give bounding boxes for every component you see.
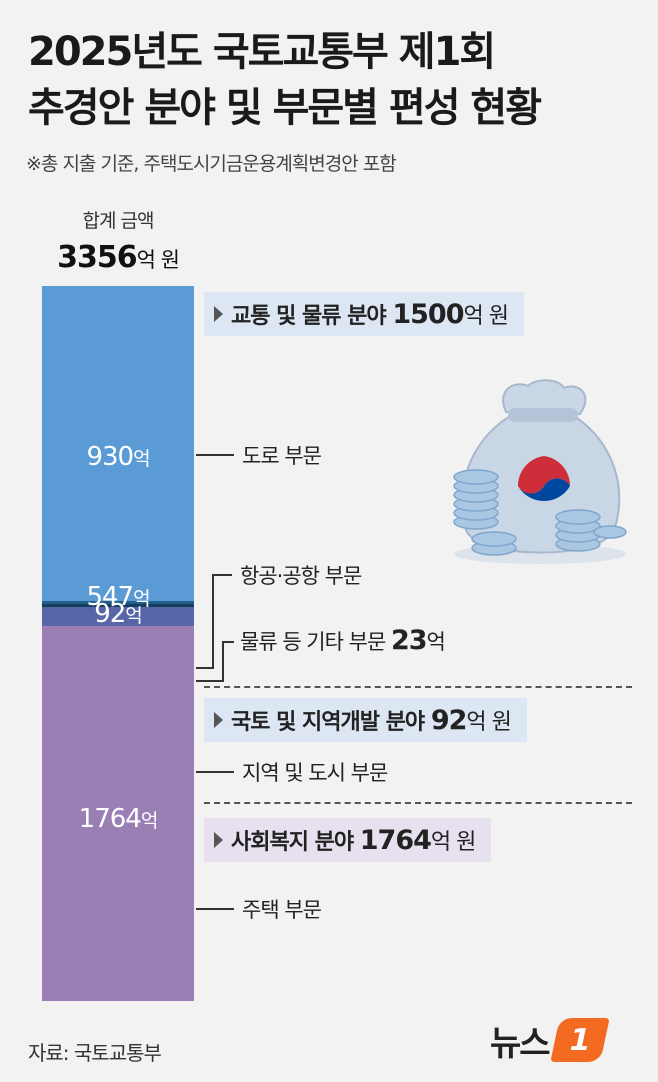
sector-unit: 억 xyxy=(426,630,446,654)
leader-line-aviation-v xyxy=(212,574,214,669)
bar-value-label: 547억 xyxy=(42,582,194,612)
category-unit: 억 원 xyxy=(463,304,508,329)
total-unit: 억 원 xyxy=(136,248,180,272)
category-box-land: 국토 및 지역개발 분야 92억 원 xyxy=(204,698,527,742)
source-note: 자료: 국토교통부 xyxy=(28,1041,162,1065)
category-unit: 억 원 xyxy=(430,830,476,855)
logo-badge: 1 xyxy=(549,1018,610,1062)
leader-line-logistics-h1 xyxy=(196,680,224,682)
title-line-1: 2025년도 국토교통부 제1회 xyxy=(28,29,496,75)
divider-dashed xyxy=(204,802,632,804)
sector-label-road: 도로 부문 xyxy=(242,444,322,468)
category-value: 92 xyxy=(430,705,468,736)
stacked-bar: 930억 547억 92억 1764억 xyxy=(42,286,194,1001)
triangle-bullet-icon xyxy=(214,712,223,728)
category-unit: 억 원 xyxy=(466,710,511,735)
total-label: 합계 금액 xyxy=(82,210,155,232)
category-name: 국토 및 지역개발 분야 xyxy=(231,710,431,735)
leader-line-aviation-h1 xyxy=(196,667,213,669)
bar-segment xyxy=(42,286,194,484)
bar-value-number: 930 xyxy=(86,442,134,473)
bar-value-unit: 억 xyxy=(140,810,159,832)
bar-segment xyxy=(42,601,194,606)
triangle-bullet-icon xyxy=(214,306,223,322)
bar-separator xyxy=(42,604,194,607)
chart-title: 2025년도 국토교통부 제1회 추경안 분야 및 부문별 편성 현황 xyxy=(28,24,638,136)
leader-line-regional xyxy=(196,771,234,773)
sector-label-aviation: 항공·공항 부문 xyxy=(240,564,362,588)
sector-value: 23 xyxy=(390,625,428,656)
bar-value-label: 1764억 xyxy=(42,804,194,834)
triangle-bullet-icon xyxy=(214,832,223,848)
category-name: 교통 및 물류 분야 xyxy=(231,304,393,329)
leader-line-logistics-v xyxy=(222,641,224,682)
money-bag-coins-icon xyxy=(453,379,627,564)
bar-value-unit: 억 xyxy=(133,448,151,471)
bar-value-number: 1764 xyxy=(78,804,142,834)
total-value: 3356억 원 xyxy=(42,240,194,275)
category-name: 사회복지 분야 xyxy=(231,830,360,855)
bar-value-number: 547 xyxy=(86,582,134,612)
logo-text: 뉴스 xyxy=(490,1023,551,1064)
sector-label-regional: 지역 및 도시 부문 xyxy=(242,761,388,785)
footnote: ※총 지출 기준, 주택도시기금운용계획변경안 포함 xyxy=(26,153,397,175)
leader-line-housing xyxy=(196,908,234,910)
bar-segment xyxy=(42,626,194,1001)
bar-value-unit: 억 xyxy=(125,605,143,627)
category-box-transport: 교통 및 물류 분야 1500억 원 xyxy=(204,292,524,336)
category-value: 1500 xyxy=(392,299,464,330)
bar-value-label: 92억 xyxy=(42,599,194,629)
leader-line-logistics-h2 xyxy=(222,641,234,643)
title-line-2: 추경안 분야 및 부문별 편성 현황 xyxy=(28,85,542,131)
divider-dashed xyxy=(204,686,632,688)
bar-value-number: 92 xyxy=(94,599,126,629)
sector-label-housing: 주택 부문 xyxy=(242,898,322,922)
bar-segment xyxy=(42,484,194,601)
sector-name: 물류 등 기타 부문 xyxy=(240,630,391,654)
sector-label-logistics: 물류 등 기타 부문 23억 xyxy=(240,625,446,656)
category-value: 1764 xyxy=(359,825,432,856)
category-box-welfare: 사회복지 분야 1764억 원 xyxy=(204,818,492,862)
news1-logo: 뉴스 1 xyxy=(490,1014,632,1066)
bar-value-unit: 억 xyxy=(133,588,151,610)
leader-line-aviation-h2 xyxy=(212,574,232,576)
bar-segment xyxy=(42,606,194,626)
leader-line-road xyxy=(196,454,234,456)
bar-value-label: 930억 xyxy=(42,442,194,472)
total-number: 3356 xyxy=(57,240,137,275)
